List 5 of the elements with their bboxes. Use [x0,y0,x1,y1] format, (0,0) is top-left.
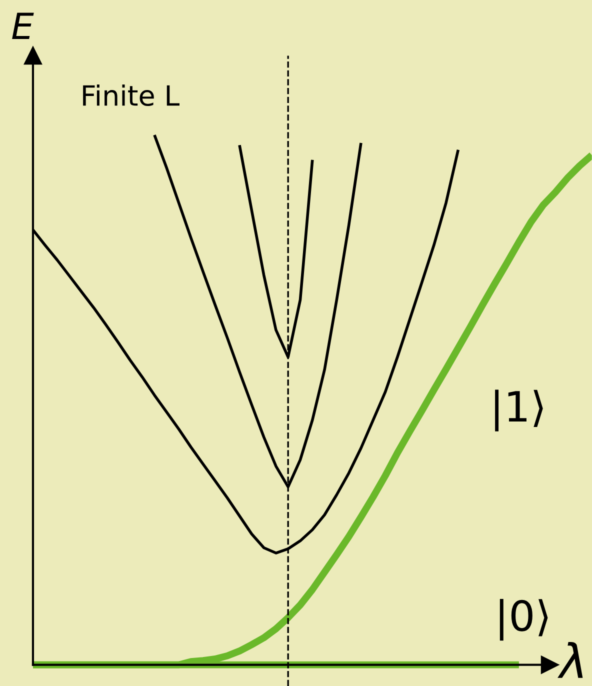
y-axis-title: E [12,12,34,40]
x-axis-title: λ [558,642,583,678]
text: Finite L [83,84,180,106]
annotation: |1⟩ [495,390,543,432]
annotation: |0⟩ [500,598,548,641]
